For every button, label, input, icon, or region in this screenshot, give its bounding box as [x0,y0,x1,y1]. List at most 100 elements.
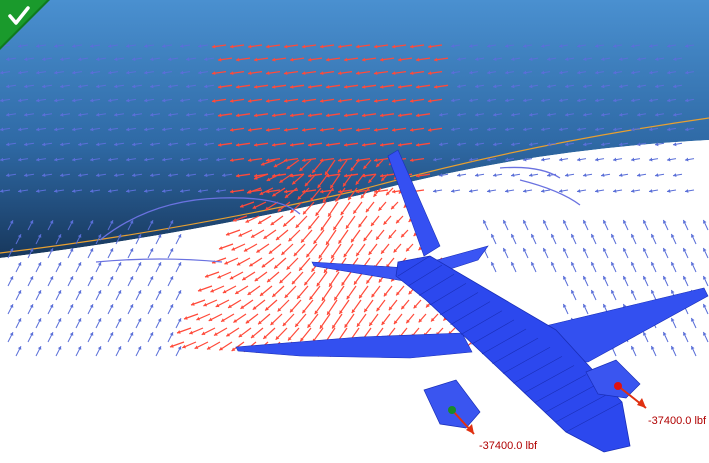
mesh-line [502,346,551,374]
vector-arrowhead [388,234,393,239]
vector-arrowhead [332,324,336,329]
vector-arrowhead [378,207,383,211]
vector-arrowhead [353,209,357,214]
vector-arrowhead [242,276,246,281]
vector-arrowhead [218,142,222,147]
vector-arrowhead [685,127,689,132]
vector-arrowhead [204,57,208,62]
vector-arrowhead [230,128,234,132]
vector-arrowhead [279,279,284,284]
vector-arrowhead [137,262,142,266]
vector-arrowhead [37,318,42,322]
vector-arrowhead [284,294,289,298]
vector-arrowhead [90,98,94,103]
vector-arrowhead [18,127,22,132]
checkmark-icon[interactable] [0,0,50,50]
vector-arrowhead [96,84,100,89]
vector-arrowhead [251,234,255,238]
red-velocity-vectors [169,44,485,358]
vector-arrowhead [279,179,284,183]
vector-arrowhead [266,177,271,182]
vector-arrowhead [320,128,324,132]
vector-arrowhead [320,44,324,49]
vector-arrowhead [204,84,208,89]
vector-arrowhead [381,321,386,325]
vector-arrowhead [77,318,82,322]
vector-arrowhead [198,98,202,103]
vector-arrowhead [431,317,435,322]
vector-arrowhead [180,98,184,103]
vector-arrowhead [206,346,211,350]
vector-arrowhead [308,225,312,230]
vector-arrowhead [215,303,220,308]
vector-arrowhead [356,252,360,257]
vector-arrowhead [334,296,338,301]
vector-arrowhead [651,233,655,238]
vector-arrowhead [208,317,213,322]
vector-arrowhead [96,173,100,178]
vector-arrowhead [90,157,94,162]
vector-arrowhead [583,247,587,252]
vector-arrowhead [511,233,515,238]
vector-arrowhead [216,127,220,132]
vector-arrowhead [218,57,222,62]
vector-arrowhead [531,233,535,238]
vector-arrowhead [338,158,342,163]
vector-arrowhead [177,330,181,334]
vector-arrowhead [363,165,367,169]
load-point-left[interactable] [448,406,456,414]
vector-arrowhead [272,293,276,297]
vector-arrowhead [37,262,42,266]
vector-arrowhead [17,234,22,238]
vector-arrowhead [369,322,373,326]
vector-arrowhead [326,241,330,245]
vector-arrowhead [214,332,218,336]
vector-arrowhead [523,157,527,162]
mesh-line [523,365,575,394]
vector-arrowhead [434,84,438,89]
vector-arrowhead [72,157,76,162]
vector-arrowhead [374,99,378,103]
load-point-right[interactable] [614,382,622,390]
vector-arrowhead [24,84,28,89]
load-arrowhead-right [637,398,646,408]
vector-arrowhead [117,346,122,350]
vector-arrowhead [49,248,54,252]
vector-arrowhead [89,276,94,280]
vector-arrowhead [78,173,82,178]
vector-arrowhead [168,112,172,117]
vector-arrowhead [565,112,569,117]
vector-arrowhead [673,142,677,147]
vector-arrowhead [6,112,10,117]
vector-arrowhead [529,57,533,62]
aircraft-mesh[interactable] [235,149,709,453]
vector-arrowhead [344,113,348,118]
vector-arrowhead [320,189,324,194]
vector-arrowhead [563,219,567,224]
mesh-line [408,264,443,287]
vector-arrowhead [170,344,174,348]
vector-arrowhead [643,275,647,280]
vector-arrowhead [565,84,569,89]
vector-arrowhead [198,157,202,162]
vector-arrowhead [595,157,599,162]
vector-arrowhead [233,319,238,323]
vector-arrowhead [373,193,378,197]
vector-arrowhead [683,275,687,280]
vector-arrowhead [266,128,270,132]
vector-arrowhead [631,157,635,162]
vector-arrowhead [591,261,595,266]
vector-arrowhead [663,331,667,336]
vector-arrowhead [619,112,623,117]
load-arrowhead-left [466,424,474,434]
vector-arrowhead [671,345,675,350]
vector-arrowhead [671,317,675,322]
vector-arrowhead [344,142,348,147]
vector-arrowhead [529,112,533,117]
vector-arrowhead [469,189,473,193]
vector-arrowhead [691,317,695,322]
vector-arrowhead [302,309,306,314]
vector-arrowhead [322,199,327,203]
